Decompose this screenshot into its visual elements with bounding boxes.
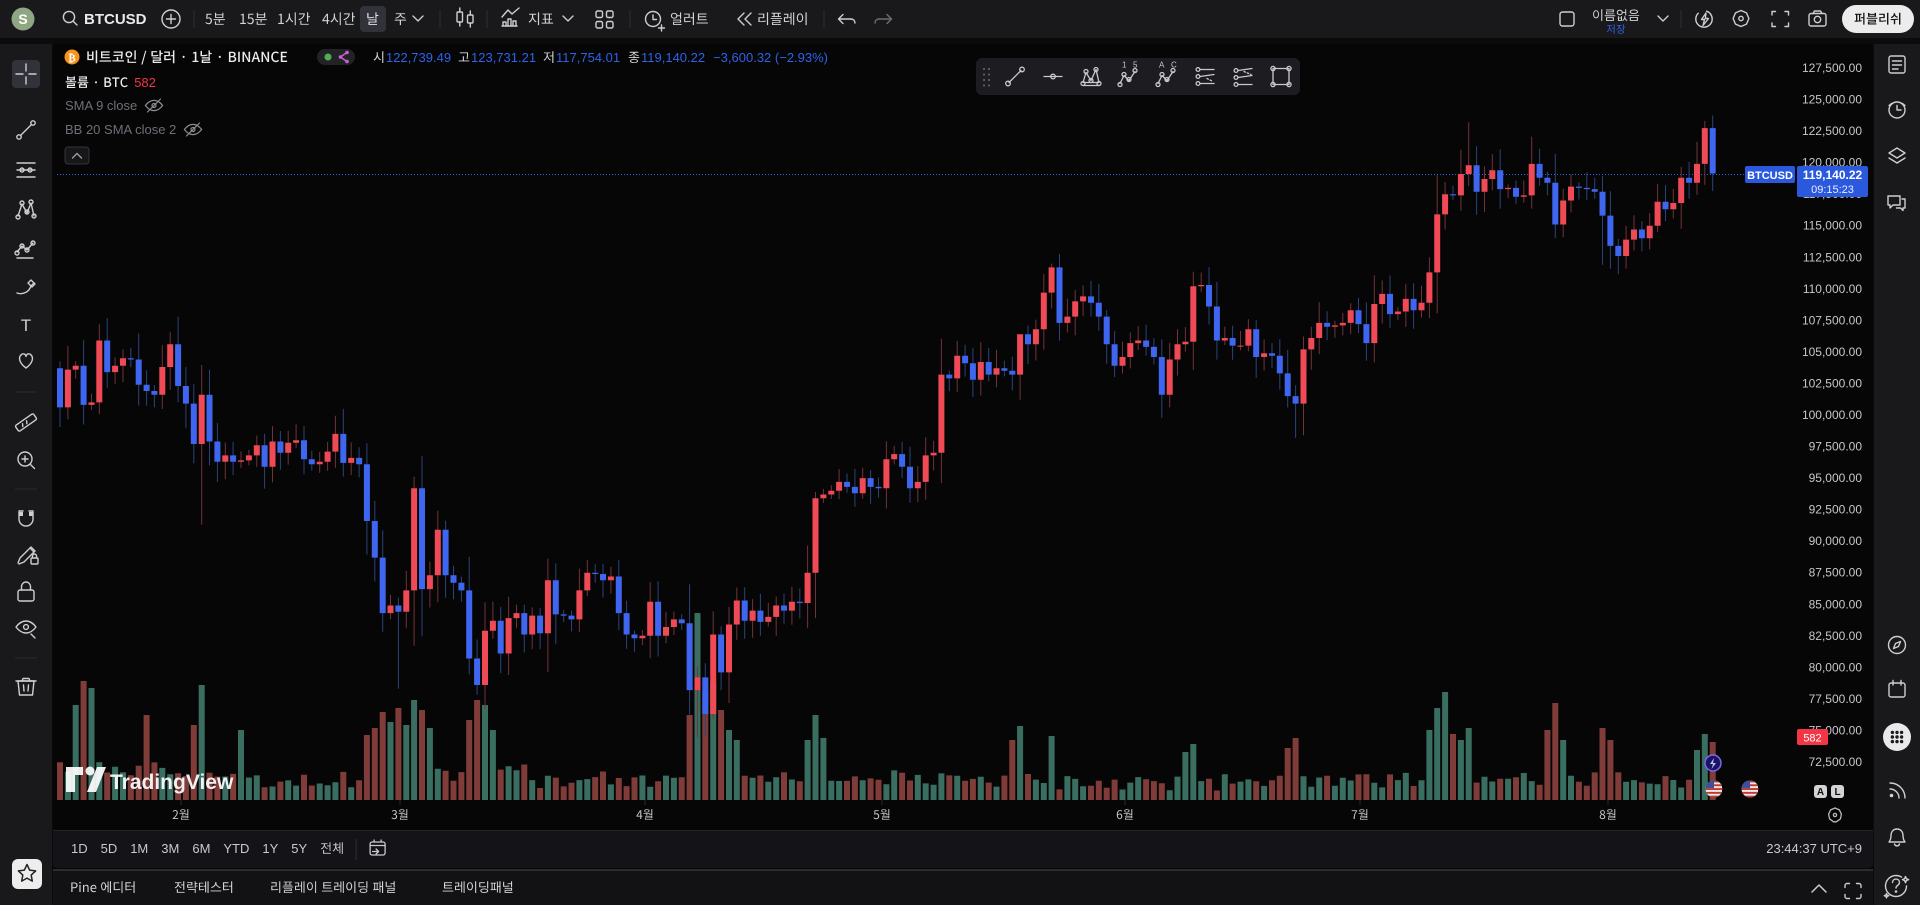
svg-text:1D: 1D [71,841,88,856]
svg-text:BTCUSD: BTCUSD [1747,170,1793,182]
svg-text:119,140.22: 119,140.22 [641,50,705,65]
svg-text:122,739.49: 122,739.49 [386,50,451,65]
svg-text:6M: 6M [192,841,210,856]
svg-text:09:15:23: 09:15:23 [1811,184,1854,196]
svg-text:97,500.00: 97,500.00 [1809,440,1863,454]
svg-text:102,500.00: 102,500.00 [1802,376,1862,390]
svg-text:117,754.01: 117,754.01 [556,50,620,65]
svg-text:C: C [1171,61,1177,70]
svg-text:1M: 1M [130,841,148,856]
svg-text:5: 5 [1133,61,1138,70]
svg-text:92,500.00: 92,500.00 [1809,503,1863,517]
svg-text:123,731.21: 123,731.21 [471,50,536,65]
svg-text:90,000.00: 90,000.00 [1809,534,1863,548]
svg-text:23:44:37 UTC+9: 23:44:37 UTC+9 [1766,841,1862,856]
svg-text:100,000.00: 100,000.00 [1802,408,1862,422]
svg-text:BTCUSD: BTCUSD [84,11,147,28]
svg-text:TradingView: TradingView [110,771,234,794]
svg-text:3M: 3M [161,841,179,856]
svg-text:82,500.00: 82,500.00 [1809,629,1863,643]
svg-text:105,000.00: 105,000.00 [1802,345,1862,359]
svg-text:582: 582 [1803,733,1821,745]
svg-text:582: 582 [134,75,156,90]
svg-text:80,000.00: 80,000.00 [1809,660,1863,674]
svg-text:S: S [18,11,27,27]
svg-text:SMA 9 close: SMA 9 close [65,98,137,113]
svg-text:125,000.00: 125,000.00 [1802,93,1862,107]
svg-text:−3,600.32 (−2.93%): −3,600.32 (−2.93%) [713,50,828,65]
svg-text:127,500.00: 127,500.00 [1802,61,1862,75]
svg-text:115,000.00: 115,000.00 [1803,219,1862,233]
svg-text:1: 1 [1122,61,1127,70]
svg-text:1Y: 1Y [262,841,278,856]
svg-text:87,500.00: 87,500.00 [1809,566,1863,580]
svg-text:BB 20 SMA close 2: BB 20 SMA close 2 [65,122,176,137]
svg-text:L: L [1834,787,1840,798]
svg-text:₿: ₿ [68,53,76,65]
svg-text:A: A [1159,61,1165,70]
svg-text:95,000.00: 95,000.00 [1809,471,1863,485]
svg-text:85,000.00: 85,000.00 [1809,597,1863,611]
svg-text:72,500.00: 72,500.00 [1809,755,1863,769]
svg-text:110,000.00: 110,000.00 [1803,282,1862,296]
svg-text:122,500.00: 122,500.00 [1802,124,1862,138]
svg-text:119,140.22: 119,140.22 [1803,168,1863,182]
svg-text:107,500.00: 107,500.00 [1802,313,1862,327]
svg-text:YTD: YTD [223,841,249,856]
svg-text:5D: 5D [101,841,118,856]
svg-text:77,500.00: 77,500.00 [1809,692,1863,706]
svg-text:5Y: 5Y [291,841,307,856]
svg-text:A: A [1817,787,1824,798]
svg-text:112,500.00: 112,500.00 [1803,250,1862,264]
svg-text:T: T [21,316,31,335]
